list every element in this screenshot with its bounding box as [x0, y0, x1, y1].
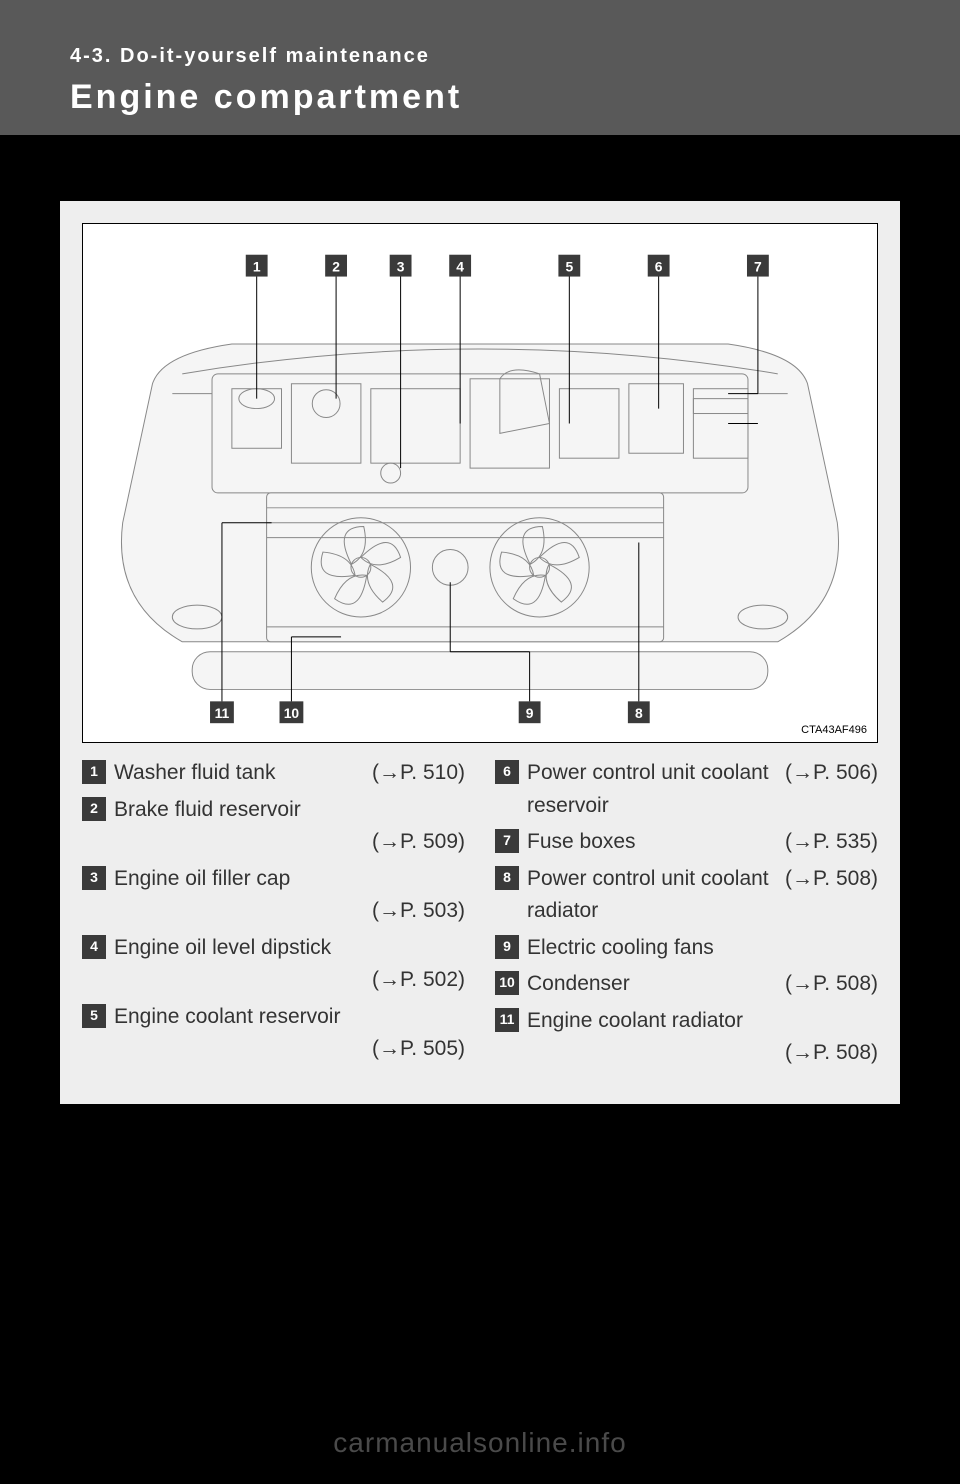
- svg-text:1: 1: [253, 259, 261, 275]
- legend-number-badge: 5: [82, 1004, 106, 1028]
- legend-item: 9 Electric cooling fans: [495, 932, 878, 965]
- svg-text:5: 5: [565, 259, 573, 275]
- legend-item: 7 Fuse boxes (→P. 535): [495, 826, 878, 859]
- legend-label: Power control unit coolant radiator: [527, 863, 777, 928]
- legend-label: Engine coolant reservoir: [114, 1001, 465, 1034]
- legend-number-badge: 6: [495, 760, 519, 784]
- legend-col-right: 6Power control unit coolant reservoir(→P…: [495, 757, 878, 1074]
- svg-text:10: 10: [284, 705, 300, 721]
- legend-label: Engine oil level dipstick: [114, 932, 465, 965]
- legend-label: Brake fluid reservoir: [114, 794, 465, 827]
- legend-ref: (→P. 510): [372, 757, 465, 790]
- engine-diagram: 1 2 3 4 5 6 7 11 10 9 8: [83, 224, 877, 742]
- legend-label: Engine coolant radiator: [527, 1005, 878, 1038]
- svg-text:11: 11: [215, 705, 230, 721]
- chapter-label: 4-3. Do-it-yourself maintenance: [70, 45, 960, 68]
- legend-item: 1 Washer fluid tank (→P. 510): [82, 757, 465, 790]
- legend-item: 8 Power control unit coolant radiator(→P.…: [495, 863, 878, 928]
- svg-text:9: 9: [526, 705, 534, 721]
- legend-ref: (→P. 508): [785, 863, 878, 928]
- legend-ref: (→P. 508): [527, 1037, 878, 1070]
- legend-ref: (→P. 506): [785, 757, 878, 822]
- legend-number-badge: 10: [495, 971, 519, 995]
- legend-label: Fuse boxes: [527, 826, 636, 859]
- legend: 1 Washer fluid tank (→P. 510) 2 Brake fluid …: [82, 757, 878, 1074]
- legend-number-badge: 8: [495, 866, 519, 890]
- legend-label: Engine oil filler cap: [114, 863, 465, 896]
- legend-item: 3 Engine oil filler cap(→P. 503): [82, 863, 465, 928]
- image-code: CTA43AF496: [801, 724, 867, 736]
- svg-text:6: 6: [655, 259, 663, 275]
- legend-label: Washer fluid tank: [114, 757, 275, 790]
- legend-ref: (→P. 535): [785, 826, 878, 859]
- watermark: carmanualsonline.info: [0, 1427, 960, 1459]
- svg-text:3: 3: [397, 259, 405, 275]
- legend-ref: (→P. 502): [114, 964, 465, 997]
- page-title: Engine compartment: [70, 78, 960, 117]
- legend-item: 11 Engine coolant radiator(→P. 508): [495, 1005, 878, 1070]
- legend-number-badge: 9: [495, 935, 519, 959]
- legend-number-badge: 1: [82, 760, 106, 784]
- legend-ref: (→P. 505): [114, 1033, 465, 1066]
- legend-item: 4 Engine oil level dipstick(→P. 502): [82, 932, 465, 997]
- legend-item: 5 Engine coolant reservoir(→P. 505): [82, 1001, 465, 1066]
- svg-text:4: 4: [456, 259, 464, 275]
- legend-ref: (→P. 508): [785, 968, 878, 1001]
- legend-number-badge: 4: [82, 935, 106, 959]
- legend-col-left: 1 Washer fluid tank (→P. 510) 2 Brake fluid …: [82, 757, 465, 1074]
- svg-text:2: 2: [332, 259, 340, 275]
- diagram-frame: 1 2 3 4 5 6 7 11 10 9 8 CTA43AF496: [82, 223, 878, 743]
- legend-number-badge: 3: [82, 866, 106, 890]
- legend-item: 6 Power control unit coolant reservoir(→P…: [495, 757, 878, 822]
- svg-text:7: 7: [754, 259, 762, 275]
- legend-ref: (→P. 503): [114, 895, 465, 928]
- legend-item: 10 Condenser (→P. 508): [495, 968, 878, 1001]
- legend-ref: (→P. 509): [114, 826, 465, 859]
- svg-text:8: 8: [635, 705, 643, 721]
- legend-item: 2 Brake fluid reservoir(→P. 509): [82, 794, 465, 859]
- legend-label: Condenser: [527, 968, 630, 1001]
- legend-number-badge: 11: [495, 1008, 519, 1032]
- legend-label: Power control unit coolant reservoir: [527, 757, 777, 822]
- legend-number-badge: 2: [82, 797, 106, 821]
- content-box: 1 2 3 4 5 6 7 11 10 9 8 CTA43AF496 1 Wash…: [60, 201, 900, 1104]
- legend-label: Electric cooling fans: [527, 936, 714, 959]
- header-band: 4-3. Do-it-yourself maintenance Engine c…: [0, 0, 960, 135]
- legend-number-badge: 7: [495, 829, 519, 853]
